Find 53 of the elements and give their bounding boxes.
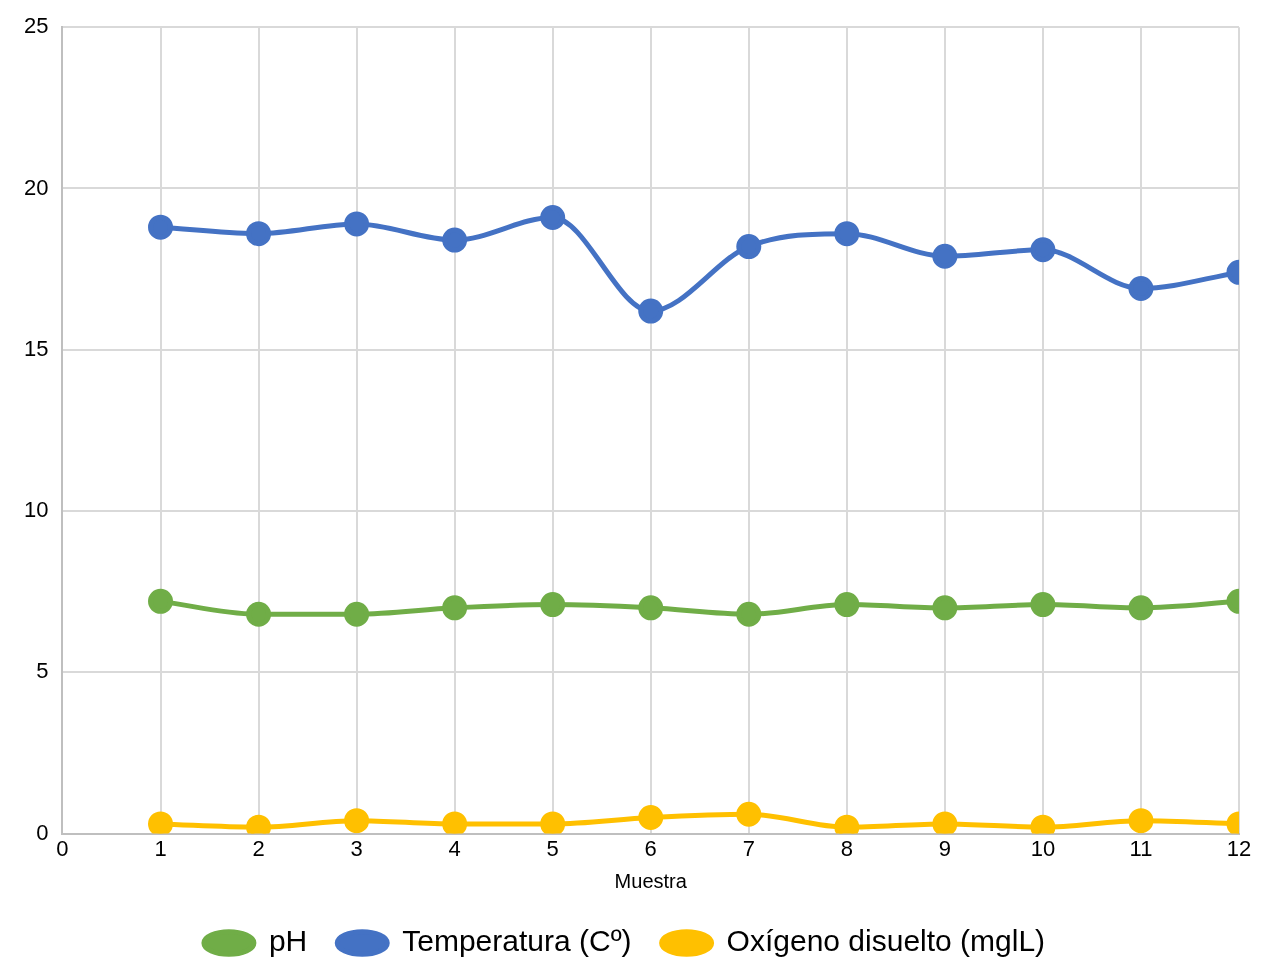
x-tick-label: 5 <box>546 835 559 861</box>
legend-label: Temperatura (Cº) <box>402 924 632 958</box>
point <box>344 808 370 834</box>
x-tick-label: 12 <box>1226 835 1252 861</box>
point <box>540 205 566 231</box>
point <box>540 592 566 618</box>
point <box>1030 237 1056 263</box>
y-tick-label: 0 <box>36 819 49 845</box>
point <box>540 811 566 834</box>
point <box>1030 592 1056 618</box>
point <box>1128 595 1154 621</box>
y-tick-label: 25 <box>23 13 49 39</box>
point <box>638 595 664 621</box>
point <box>148 214 174 240</box>
x-tick-label: 6 <box>644 835 657 861</box>
point <box>442 595 468 621</box>
point <box>834 221 860 247</box>
legend-label: Oxígeno disuelto (mglL) <box>726 924 1046 958</box>
point <box>148 811 174 834</box>
point <box>442 811 468 834</box>
point <box>1128 808 1154 834</box>
point <box>442 227 468 253</box>
x-tick-label: 0 <box>56 835 69 861</box>
y-tick-label: 15 <box>23 335 49 361</box>
point <box>932 243 958 269</box>
x-tick-label: 11 <box>1129 835 1153 861</box>
point <box>736 234 762 260</box>
point <box>932 811 958 834</box>
point <box>932 595 958 621</box>
y-tick-label: 10 <box>23 497 49 523</box>
point <box>1128 275 1154 301</box>
legend-label: pH <box>268 924 308 958</box>
point <box>736 801 762 827</box>
x-tick-label: 4 <box>448 835 461 861</box>
x-tick-label: 10 <box>1030 835 1056 861</box>
x-tick-label: 1 <box>154 835 167 861</box>
point <box>344 211 370 237</box>
point <box>638 804 664 830</box>
point <box>344 601 370 627</box>
x-tick-label: 8 <box>840 835 853 861</box>
y-tick-label: 5 <box>36 658 49 684</box>
point <box>246 601 272 627</box>
x-tick-label: 2 <box>252 835 265 861</box>
x-tick-label: 3 <box>350 835 363 861</box>
x-tick-label: 7 <box>742 835 755 861</box>
y-tick-label: 20 <box>23 174 49 200</box>
point <box>834 592 860 618</box>
point <box>148 588 174 614</box>
point <box>638 298 664 324</box>
x-axis-title: Muestra <box>614 869 688 892</box>
point <box>736 601 762 627</box>
x-tick-label: 9 <box>938 835 951 861</box>
point <box>246 221 272 247</box>
